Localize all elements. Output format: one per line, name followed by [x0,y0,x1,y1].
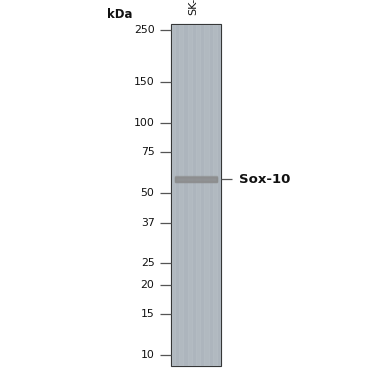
Text: 250: 250 [134,25,154,35]
Text: 100: 100 [134,118,154,128]
Text: kDa: kDa [107,8,133,21]
Bar [175,177,217,182]
Bar [171,24,221,366]
Text: 10: 10 [141,350,154,360]
Text: 75: 75 [141,147,154,157]
Bar [171,24,175,366]
Text: SK-Mel-28: SK-Mel-28 [188,0,198,15]
Bar [175,177,217,182]
Text: 50: 50 [141,188,154,198]
Bar [175,176,217,183]
Bar [204,24,209,366]
Text: 15: 15 [141,309,154,319]
Bar [175,178,217,181]
Text: 20: 20 [141,280,154,290]
Bar [179,24,183,366]
Bar [175,176,217,183]
Text: 37: 37 [141,218,154,228]
Bar [175,177,217,182]
Text: 25: 25 [141,258,154,267]
Bar [213,24,217,366]
Text: 150: 150 [134,77,154,87]
Text: Sox-10: Sox-10 [238,173,290,186]
Bar [196,24,200,366]
Bar [188,24,192,366]
Bar [171,24,221,366]
